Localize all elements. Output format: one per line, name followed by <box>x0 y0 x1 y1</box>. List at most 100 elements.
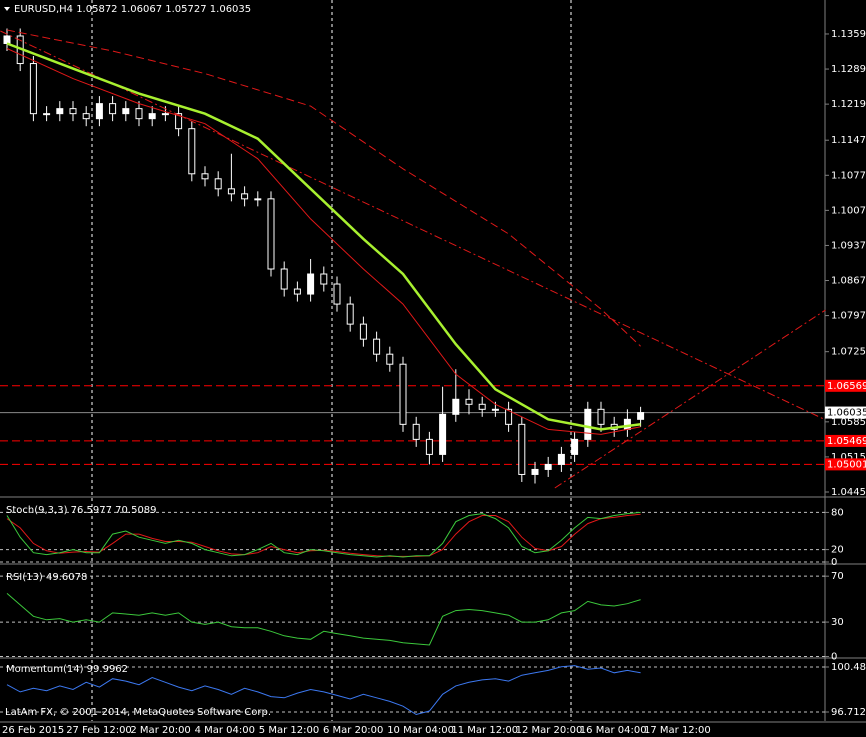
y-tick-label: 1.07970 <box>831 311 866 322</box>
y-tick-label: 1.07250 <box>831 347 866 358</box>
y-tick-label: 1.08670 <box>831 276 866 287</box>
price-level-label: 1.06035 <box>827 408 866 419</box>
indicator-line <box>6 513 641 557</box>
price-level-label: 1.05001 <box>827 459 866 470</box>
candle-body <box>109 103 117 115</box>
candle-body <box>584 408 592 440</box>
y-tick-label: 1.04450 <box>831 487 866 498</box>
candle-body <box>505 408 513 425</box>
indicator-line <box>6 665 641 716</box>
candle-body <box>399 363 407 425</box>
price-level-tag <box>825 434 866 447</box>
candle-body <box>227 188 235 195</box>
candle-body <box>452 398 460 415</box>
candle-body <box>544 463 552 470</box>
copyright: LatAm FX, © 2001-2014, MetaQuotes Softwa… <box>5 707 271 718</box>
candle-body <box>439 413 447 455</box>
x-tick-label: 4 Mar 04:00 <box>195 725 255 736</box>
price-level-tag <box>825 379 866 392</box>
panel-title: Momentum(14) 99.9962 <box>6 664 128 675</box>
x-tick-label: 5 Mar 12:00 <box>259 725 319 736</box>
candle-body <box>637 412 645 420</box>
indicator-line <box>6 48 641 435</box>
candle-body <box>56 108 64 115</box>
y-tick-label: 1.05150 <box>831 452 866 463</box>
candle-body <box>254 198 262 201</box>
y-tick-label: 1.12890 <box>831 64 866 75</box>
candle-body <box>135 108 143 120</box>
y-tick-label: 1.11470 <box>831 135 866 146</box>
candle-body <box>571 438 579 455</box>
y-tick-label: 1.05850 <box>831 417 866 428</box>
candle-body <box>82 113 90 120</box>
candle-body <box>241 193 249 200</box>
candle-body <box>478 403 486 410</box>
price-level-label: 1.05469 <box>827 436 866 447</box>
candle-body <box>320 273 328 285</box>
candle-body <box>557 453 565 465</box>
candle-body <box>465 398 473 405</box>
x-tick-label: 17 Mar 12:00 <box>644 725 711 736</box>
candle-body <box>95 103 103 120</box>
candle-body <box>491 408 499 411</box>
y-tick-label: 0 <box>831 652 837 663</box>
x-tick-label: 10 Mar 04:00 <box>387 725 454 736</box>
y-tick-label: 1.10070 <box>831 205 866 216</box>
candle-body <box>188 128 196 175</box>
y-tick-label: 1.12190 <box>831 99 866 110</box>
price-level-tag <box>825 406 866 419</box>
candle-body <box>214 178 222 190</box>
y-tick-label: 0 <box>831 557 837 568</box>
candle-body <box>280 268 288 290</box>
menu-arrow <box>4 7 10 11</box>
candle-body <box>333 283 341 305</box>
indicator-line <box>6 42 641 431</box>
candle-body <box>267 198 275 270</box>
candle-body <box>623 418 631 430</box>
panel-title: EURUSD,H4 1.05872 1.06067 1.05727 1.0603… <box>14 4 251 15</box>
x-tick-label: 2 Mar 20:00 <box>130 725 190 736</box>
candle-body <box>29 63 37 115</box>
candle-body <box>359 323 367 340</box>
candle-body <box>531 468 539 475</box>
candle-body <box>175 113 183 130</box>
y-tick-label: 80 <box>831 507 844 518</box>
price-level-label: 1.06569 <box>827 381 866 392</box>
candle-body <box>122 108 130 115</box>
candle-body <box>346 303 354 325</box>
candle-body <box>386 353 394 365</box>
candle-body <box>425 438 433 455</box>
x-tick-label: 11 Mar 12:00 <box>451 725 518 736</box>
indicator-line <box>6 29 641 347</box>
y-tick-label: 30 <box>831 617 844 628</box>
y-tick-label: 70 <box>831 571 844 582</box>
indicator-line <box>6 593 641 646</box>
y-tick-label: 1.10770 <box>831 170 866 181</box>
candle-body <box>518 423 526 475</box>
indicator-line <box>6 511 641 558</box>
candle-body <box>3 35 11 44</box>
candle-body <box>69 108 77 115</box>
candle-body <box>161 113 169 116</box>
candle-body <box>597 408 605 425</box>
x-tick-label: 16 Mar 04:00 <box>580 725 647 736</box>
candle-body <box>293 288 301 295</box>
candle-body <box>307 273 315 295</box>
candle-body <box>43 113 51 116</box>
y-tick-label: 1.09370 <box>831 240 866 251</box>
x-tick-label: 12 Mar 20:00 <box>516 725 583 736</box>
x-tick-label: 27 Feb 12:00 <box>66 725 132 736</box>
panel-title: Stoch(9,3,3) 76.5977 70.5089 <box>6 505 157 516</box>
y-tick-label: 96.7128 <box>831 707 866 718</box>
panel-title: RSI(13) 49.6078 <box>6 572 87 583</box>
x-tick-label: 6 Mar 20:00 <box>323 725 383 736</box>
y-tick-label: 20 <box>831 545 844 556</box>
candle-body <box>148 113 156 120</box>
candle-body <box>373 338 381 355</box>
y-tick-label: 100.4834 <box>831 662 866 673</box>
y-tick-label: 1.13590 <box>831 29 866 40</box>
